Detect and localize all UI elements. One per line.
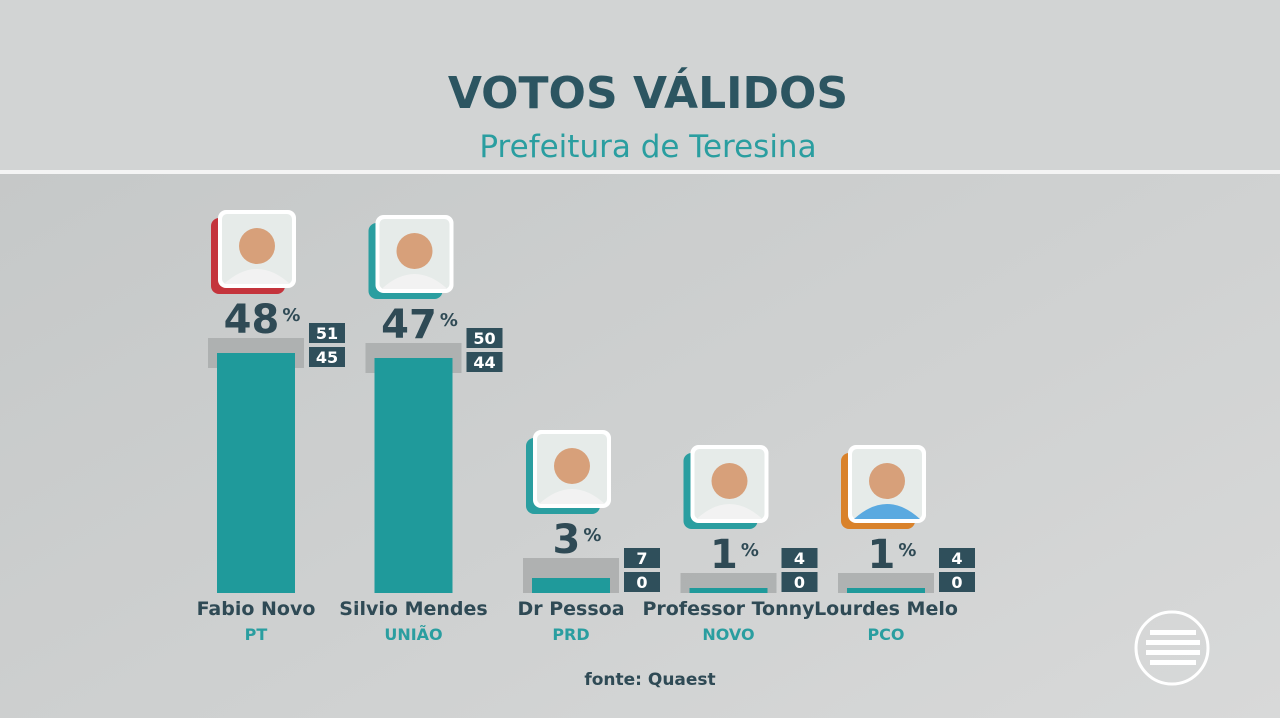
lower-label: 0 [794, 573, 805, 592]
upper-label: 51 [316, 324, 338, 343]
lower-box [466, 352, 503, 372]
candidate-name: Professor Tonny [642, 598, 815, 620]
value-unit: % [440, 310, 458, 331]
lower-label: 0 [636, 573, 647, 592]
chart-title: VOTOS VÁLIDOS [448, 66, 848, 119]
header-divider [0, 170, 1280, 174]
upper-box [781, 548, 818, 568]
candidate-name: Fabio Novo [197, 598, 316, 620]
value-unit: % [741, 540, 759, 561]
bar [217, 353, 295, 593]
party-name: PCO [867, 625, 904, 644]
value-number: 1 [710, 532, 738, 578]
photo-face [554, 448, 590, 484]
value-unit: % [898, 540, 916, 561]
source: fonte: Quaest [584, 670, 715, 690]
lower-label: 44 [473, 353, 495, 372]
lower-box [624, 572, 660, 592]
bar [847, 588, 925, 593]
value-unit: % [583, 525, 601, 546]
upper-label: 50 [473, 329, 495, 348]
party-name: UNIÃO [384, 625, 442, 644]
chart-subtitle: Prefeitura de Teresina [479, 129, 816, 165]
candidate-name: Lourdes Melo [814, 598, 958, 620]
bar [374, 358, 453, 593]
photo-shoulders [539, 489, 605, 504]
party-name: PT [245, 625, 268, 644]
header-band [0, 0, 1280, 170]
logo [1134, 610, 1210, 686]
photo-face [239, 228, 275, 264]
lower-box [781, 572, 818, 592]
value-label: 3% [553, 517, 602, 563]
party-name: NOVO [702, 625, 754, 644]
lower-box [309, 347, 345, 367]
value-unit: % [282, 305, 300, 326]
photo-face [711, 463, 748, 499]
lower-label: 0 [951, 573, 962, 592]
upper-box [939, 548, 975, 568]
photo-shoulders [696, 504, 763, 519]
value-label: 47% [381, 302, 458, 348]
bar [532, 578, 610, 593]
photo-shoulders [854, 504, 920, 519]
photo-shoulders [381, 274, 448, 289]
value-label: 1% [868, 532, 917, 578]
value-label: 1% [710, 532, 759, 578]
value-number: 3 [553, 517, 581, 563]
party-name: PRD [552, 625, 589, 644]
upper-label: 4 [794, 549, 805, 568]
lower-label: 45 [316, 348, 338, 367]
value-label: 48% [224, 297, 301, 343]
value-number: 1 [868, 532, 896, 578]
upper-label: 7 [636, 549, 647, 568]
lower-box [939, 572, 975, 592]
upper-label: 4 [951, 549, 962, 568]
bar [689, 588, 768, 593]
upper-box [309, 323, 345, 343]
upper-box [624, 548, 660, 568]
value-number: 48 [224, 297, 280, 343]
candidate-name: Silvio Mendes [339, 598, 487, 620]
upper-box [466, 328, 503, 348]
photo-shoulders [224, 269, 290, 284]
candidate-name: Dr Pessoa [517, 598, 624, 620]
photo-face [869, 463, 905, 499]
photo-face [396, 233, 433, 269]
value-number: 47 [381, 302, 437, 348]
